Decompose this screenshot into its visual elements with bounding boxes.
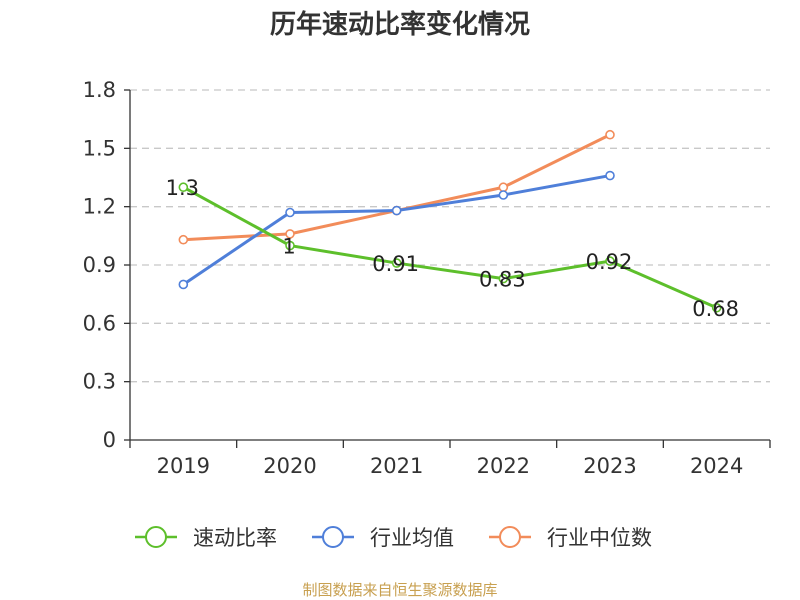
x-tick-label: 2023	[583, 454, 636, 478]
legend-item-2[interactable]: 行业中位数	[489, 526, 652, 550]
chart-title: 历年速动比率变化情况	[270, 9, 530, 40]
data-point[interactable]	[711, 302, 722, 313]
x-tick-label: 2020	[263, 454, 316, 478]
data-label: 0.92	[586, 250, 633, 274]
data-label: 1.3	[166, 176, 199, 200]
legend-item-0[interactable]: 速动比率	[135, 526, 277, 550]
legend-label: 行业均值	[370, 526, 454, 550]
y-tick-label: 0.3	[83, 370, 116, 394]
y-tick-label: 0.9	[83, 253, 116, 277]
series-line	[182, 185, 718, 310]
y-tick-label: 0.6	[83, 311, 116, 335]
data-point[interactable]	[178, 234, 189, 245]
x-tick-label: 2019	[157, 454, 210, 478]
axes: 0 0.3 0.6 0.9 1.2 1.5 1.8 2019 2020 2021 2022 2023 2…	[83, 78, 771, 478]
data-point[interactable]	[391, 205, 402, 216]
series-0	[178, 182, 722, 313]
x-tick-label: 2022	[477, 454, 530, 478]
legend-item-1[interactable]: 行业均值	[312, 526, 454, 550]
legend-marker-icon	[322, 526, 344, 548]
data-label: 0.83	[479, 268, 526, 292]
legend-marker-icon	[499, 526, 521, 548]
y-tick-label: 0	[103, 428, 116, 452]
y-tick-label: 1.8	[83, 78, 116, 102]
data-labels: 1.3 1 0.91 0.83 0.92 0.68	[166, 176, 739, 321]
data-label: 0.68	[692, 297, 739, 321]
y-tick-label: 1.5	[83, 136, 116, 160]
data-point[interactable]	[178, 279, 189, 290]
x-tick-label: 2021	[370, 454, 423, 478]
data-point[interactable]	[391, 258, 402, 268]
data-point[interactable]	[285, 207, 295, 218]
series-1	[178, 170, 615, 290]
data-point[interactable]	[498, 182, 509, 193]
data-point[interactable]	[178, 182, 189, 193]
series-lines	[178, 129, 722, 313]
grid-lines	[130, 89, 770, 383]
y-tick-label: 1.2	[83, 195, 116, 219]
data-point[interactable]	[498, 273, 509, 284]
legend-label: 行业中位数	[547, 526, 652, 550]
x-tick-label: 2024	[690, 454, 743, 478]
data-point[interactable]	[498, 190, 509, 200]
legend[interactable]: 速动比率 行业均值 行业中位数	[135, 526, 652, 550]
data-point[interactable]	[605, 256, 615, 266]
data-point[interactable]	[605, 170, 615, 181]
source-note: 制图数据来自恒生聚源数据库	[302, 581, 497, 599]
data-label: 0.91	[372, 252, 419, 276]
data-point[interactable]	[285, 229, 295, 239]
data-point[interactable]	[605, 129, 615, 140]
legend-label: 速动比率	[193, 526, 277, 550]
data-label: 1	[282, 235, 295, 259]
data-point[interactable]	[285, 240, 295, 251]
legend-marker-icon	[145, 526, 167, 548]
